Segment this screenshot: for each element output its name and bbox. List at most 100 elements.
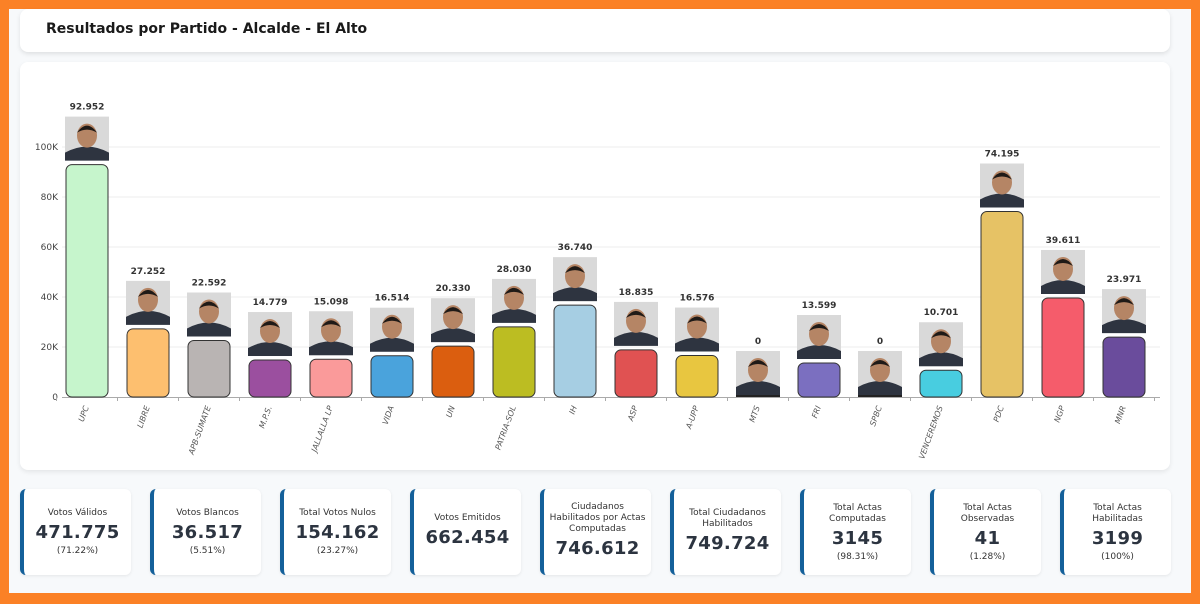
photo-hair [321, 320, 341, 328]
data-label: 18.835 [619, 288, 654, 298]
x-tick-label: MNR [1113, 405, 1128, 425]
stat-percent: (23.27%) [316, 546, 359, 556]
stat-label: Total Ciudadanos Habilitados [689, 507, 766, 529]
stat-value: 471.775 [35, 522, 120, 543]
bar-m-p-s- [248, 359, 292, 398]
x-tick-label: UPC [77, 404, 91, 423]
page-title: Resultados por Partido - Alcalde - El Al… [46, 21, 368, 37]
stat-label: Ciudadanos Habilitados por Actas Computa… [549, 502, 646, 534]
data-label: 27.252 [131, 267, 166, 277]
x-tick-label: UN [444, 405, 457, 419]
data-label: 20.330 [436, 284, 471, 294]
candidate-photo [675, 307, 719, 352]
data-label: 39.611 [1046, 236, 1081, 246]
photo-hair [992, 172, 1012, 180]
photo-hair [138, 289, 158, 297]
x-tick-label: FRI [810, 404, 823, 419]
photo-hair [565, 266, 585, 274]
photo-shoulders [797, 345, 841, 360]
candidate-photo [919, 322, 963, 367]
x-tick-label: ASP [626, 404, 640, 423]
x-tick-label: PDC [992, 404, 1006, 423]
bar-patria-sol [492, 326, 536, 398]
stat-card-actas-observadas: Total Actas Observadas 41 (1.28%) [930, 489, 1041, 575]
candidate-photo [1102, 289, 1146, 334]
data-label: 92.952 [70, 103, 105, 113]
data-label: 14.779 [253, 298, 288, 308]
bar-pdc [980, 211, 1024, 398]
x-tick-label: SPBC [868, 404, 884, 427]
photo-hair [504, 287, 524, 295]
stat-card-votos-blancos: Votos Blancos 36.517 (5.51%) [150, 489, 261, 575]
x-tick-label: NGP [1053, 404, 1067, 423]
x-tick-label: LIBRE [136, 404, 153, 430]
y-tick-label: 20K [41, 343, 59, 353]
stat-label: Total Votos Nulos [299, 508, 376, 518]
stat-card-ciudadanos-actas-computadas: Ciudadanos Habilitados por Actas Computa… [540, 489, 651, 575]
stat-card-votos-validos: Votos Válidos 471.775 (71.22%) [20, 489, 131, 575]
candidate-photo [370, 307, 414, 352]
photo-shoulders [614, 331, 658, 346]
candidate-photo [492, 278, 536, 323]
stat-label: Votos Válidos [47, 508, 108, 518]
candidate-photo [187, 292, 231, 337]
photo-shoulders [1041, 279, 1085, 294]
stat-value: 3199 [1091, 527, 1144, 549]
candidate-photo [736, 351, 780, 395]
bar-mnr [1102, 336, 1146, 398]
stat-value: 41 [974, 527, 1001, 549]
photo-hair [1053, 258, 1073, 266]
stat-percent: (71.22%) [56, 546, 99, 556]
x-tick-label: JALLALLA LP [309, 404, 335, 455]
stat-card-actas-computadas: Total Actas Computadas 3145 (98.31%) [800, 489, 911, 575]
bar-un [431, 345, 475, 398]
candidate-photo [980, 163, 1024, 208]
y-tick-label: 100K [35, 143, 59, 153]
photo-hair [870, 360, 890, 367]
photo-shoulders [187, 322, 231, 337]
candidate-photo [858, 351, 902, 395]
candidate-photo [126, 280, 170, 325]
candidate-photo [553, 257, 597, 302]
y-tick-label: 40K [41, 293, 59, 303]
photo-shoulders [553, 287, 597, 302]
stat-percent: (1.28%) [969, 551, 1006, 562]
candidate-photo [797, 315, 841, 360]
photo-shoulders [65, 146, 109, 161]
bar-ngp [1041, 297, 1085, 398]
photo-hair [199, 301, 219, 309]
photo-hair [382, 316, 402, 324]
stat-value: 749.724 [685, 532, 770, 554]
chart-card: 0 20K 40K 60K 80K 100K 92.952 UPC 27.252 LIBRE 22.… [20, 62, 1170, 470]
photo-hair [931, 331, 951, 339]
photo-shoulders [919, 352, 963, 367]
stat-value: 746.612 [555, 538, 640, 559]
stat-value: 3145 [831, 527, 884, 549]
data-label: 13.599 [802, 301, 837, 311]
photo-hair [809, 324, 829, 332]
stat-value: 36.517 [171, 522, 244, 543]
stat-label: Total Actas Observadas [960, 502, 1015, 524]
photo-hair [748, 360, 768, 367]
photo-shoulders [1102, 319, 1146, 334]
x-tick-label: VENCEREMOS [917, 405, 945, 461]
candidate-photo [614, 301, 658, 346]
bar-a-upp [675, 355, 719, 398]
photo-shoulders [309, 341, 353, 356]
stat-card-votos-emitidos: Votos Emitidos 662.454 [410, 489, 521, 575]
stats-row: Votos Válidos 471.775 (71.22%) Votos Bla… [20, 489, 1172, 577]
x-tick-label: MTS [748, 405, 762, 424]
bar-venceremos [919, 369, 963, 398]
data-label: 16.514 [375, 294, 410, 304]
x-tick-label: A-UPP [684, 404, 701, 431]
data-label: 23.971 [1107, 275, 1142, 285]
photo-hair [1114, 298, 1134, 306]
data-label: 0 [755, 337, 761, 347]
data-label: 28.030 [497, 265, 532, 275]
bar-ih [553, 304, 597, 398]
candidate-photo [309, 311, 353, 356]
bar-vida [370, 355, 414, 398]
data-label: 15.098 [314, 297, 349, 307]
x-tick-label: VIDA [381, 405, 396, 426]
stat-label: Votos Emitidos [434, 513, 501, 523]
